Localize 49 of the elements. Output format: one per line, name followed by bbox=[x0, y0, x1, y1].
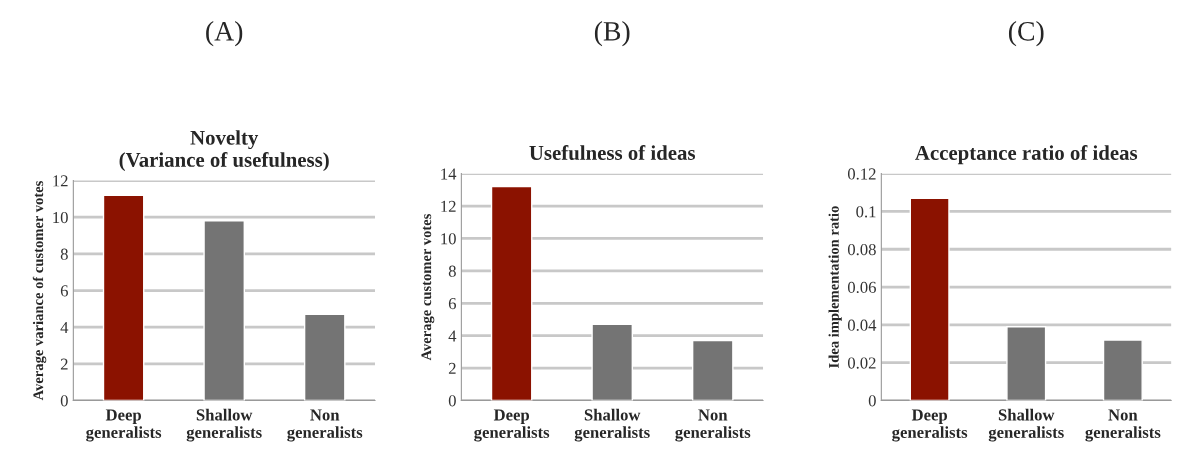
bar bbox=[490, 185, 533, 401]
chart-title: Novelty (Variance of usefulness) bbox=[119, 130, 329, 172]
bar bbox=[1006, 326, 1047, 401]
y-tick-label: 0 bbox=[60, 395, 68, 407]
y-axis-title: Average variance of customer votes bbox=[32, 181, 47, 401]
x-tick-label: Deep generalists bbox=[474, 409, 550, 442]
y-tick-label: 4 bbox=[448, 330, 457, 342]
text: (B) bbox=[594, 21, 630, 47]
y-tick-label: 10 bbox=[53, 211, 68, 224]
y-tick-label: 0.04 bbox=[847, 319, 877, 331]
y-tick-label: 10 bbox=[441, 233, 456, 245]
y-axis-title: Idea implementation ratio bbox=[828, 206, 842, 368]
y-tick-label: 2 bbox=[448, 362, 456, 374]
text: (C) bbox=[1008, 21, 1044, 47]
y-tick-label: 0.02 bbox=[847, 357, 876, 369]
x-tick-label: Deep generalists bbox=[892, 409, 968, 442]
bar bbox=[102, 194, 145, 401]
y-tick-label: 0.06 bbox=[847, 281, 876, 294]
y-tick-label: 8 bbox=[448, 265, 456, 277]
x-tick-label: Shallow generalists bbox=[574, 408, 650, 442]
chart-title: Usefulness of ideas bbox=[529, 145, 696, 160]
bar bbox=[591, 323, 634, 401]
y-tick-label: 0.1 bbox=[856, 206, 876, 218]
bar bbox=[203, 220, 245, 401]
x-tick-label: Deep generalists bbox=[86, 409, 162, 442]
x-tick-label: Non generalists bbox=[675, 409, 751, 442]
bar bbox=[909, 197, 950, 401]
y-tick-label: 14 bbox=[441, 168, 457, 180]
x-tick-label: Shallow generalists bbox=[988, 408, 1064, 442]
y-tick-label: 2 bbox=[60, 358, 68, 370]
x-tick-label: Non generalists bbox=[1085, 409, 1161, 442]
x-tick-label: Shallow generalists bbox=[186, 408, 262, 442]
y-tick-label: 4 bbox=[60, 322, 69, 333]
bar bbox=[1102, 339, 1143, 401]
y-tick-label: 6 bbox=[60, 285, 68, 297]
y-tick-label: 0.08 bbox=[847, 243, 876, 256]
x-tick-label: Non generalists bbox=[287, 409, 363, 442]
bar bbox=[691, 339, 734, 401]
y-tick-label: 12 bbox=[53, 175, 68, 187]
y-tick-label: 0 bbox=[868, 395, 876, 407]
y-axis-title: Average customer votes bbox=[421, 213, 435, 361]
y-tick-label: 0 bbox=[448, 395, 456, 407]
y-tick-label: 8 bbox=[60, 248, 68, 260]
y-tick-label: 0.12 bbox=[847, 168, 876, 180]
y-tick-label: 6 bbox=[448, 298, 457, 310]
chart-title: Acceptance ratio of ideas bbox=[915, 145, 1138, 165]
y-tick-label: 12 bbox=[441, 200, 456, 212]
text: (A) bbox=[206, 21, 243, 47]
bar bbox=[303, 313, 346, 401]
